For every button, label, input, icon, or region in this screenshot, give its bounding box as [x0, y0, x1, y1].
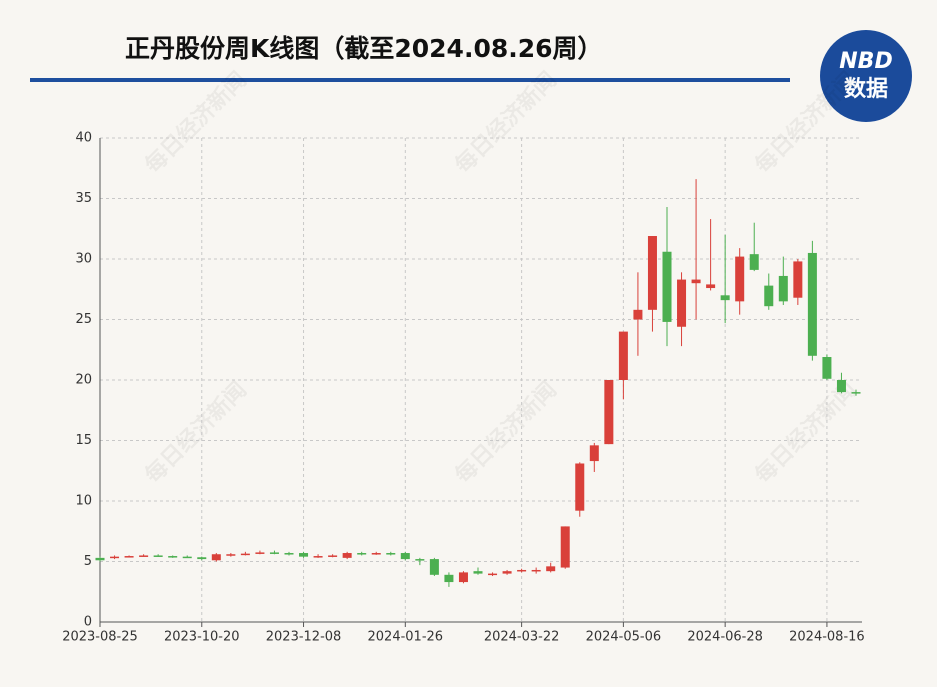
- candle-body: [458, 572, 468, 583]
- candle-body: [182, 556, 192, 559]
- candle-body: [429, 559, 439, 575]
- y-tick-label: 10: [75, 494, 92, 509]
- candle-body: [415, 559, 425, 561]
- x-tick-label: 2024-03-22: [484, 630, 560, 645]
- candle-body: [735, 256, 745, 302]
- candle-body: [328, 555, 338, 557]
- x-tick-label: 2023-10-20: [164, 630, 240, 645]
- candle-body: [444, 574, 454, 583]
- candle-body: [284, 553, 294, 555]
- candle-body: [211, 554, 221, 561]
- candle-body: [836, 380, 846, 393]
- candle-body: [153, 555, 163, 557]
- candle-body: [633, 309, 643, 320]
- candle-body: [110, 556, 120, 559]
- candle-body: [647, 236, 657, 310]
- candle-body: [691, 279, 701, 284]
- candle-body: [502, 571, 512, 574]
- y-tick-label: 40: [75, 131, 92, 146]
- candle-body: [793, 261, 803, 298]
- x-tick-label: 2024-08-16: [789, 630, 865, 645]
- candle-body: [749, 254, 759, 270]
- y-tick-label: 25: [75, 312, 92, 327]
- candle-body: [124, 556, 134, 558]
- logo-bottom: 数据: [844, 76, 888, 102]
- candle-body: [589, 445, 599, 462]
- candle-body: [778, 275, 788, 302]
- candle-body: [139, 555, 149, 557]
- y-tick-label: 35: [75, 191, 92, 206]
- candle-body: [720, 295, 730, 301]
- candle-body: [371, 553, 381, 555]
- candle-body: [764, 285, 774, 307]
- candle-body: [822, 357, 832, 379]
- candle-body: [357, 553, 367, 555]
- candle-body: [662, 251, 672, 322]
- y-tick-label: 30: [75, 252, 92, 267]
- x-tick-label: 2024-06-28: [687, 630, 763, 645]
- x-tick-label: 2023-08-25: [62, 630, 138, 645]
- candle-body: [400, 553, 410, 560]
- chart-title: 正丹股份周K线图（截至2024.08.26周）: [125, 34, 603, 63]
- candle-body: [269, 552, 279, 554]
- candle-body: [706, 284, 716, 289]
- candle-body: [531, 569, 541, 572]
- candle-body: [386, 553, 396, 555]
- candle-body: [197, 557, 207, 560]
- candle-body: [517, 569, 527, 572]
- y-tick-label: 5: [84, 554, 92, 569]
- candle-body: [618, 331, 628, 380]
- x-tick-label: 2024-05-06: [586, 630, 662, 645]
- candle-body: [226, 554, 236, 556]
- logo-circle: [820, 30, 912, 122]
- candle-body: [299, 553, 309, 557]
- candle-body: [240, 553, 250, 556]
- candle-body: [575, 463, 585, 511]
- candle-body: [342, 553, 352, 558]
- candle-body: [488, 573, 498, 576]
- candle-body: [95, 557, 105, 561]
- y-tick-label: 15: [75, 433, 92, 448]
- candle-body: [473, 571, 483, 574]
- x-tick-label: 2024-01-26: [368, 630, 444, 645]
- y-tick-label: 0: [84, 615, 92, 630]
- candle-body: [604, 380, 614, 445]
- candle-body: [546, 566, 556, 572]
- candle-body: [677, 279, 687, 327]
- candle-body: [851, 392, 861, 394]
- candle-body: [168, 556, 178, 558]
- candle-body: [807, 252, 817, 356]
- candle-body: [255, 552, 265, 554]
- candle-body: [560, 526, 570, 568]
- candle-body: [313, 556, 323, 558]
- logo-top: NBD: [839, 49, 892, 74]
- y-tick-label: 20: [75, 373, 92, 388]
- x-tick-label: 2023-12-08: [266, 630, 342, 645]
